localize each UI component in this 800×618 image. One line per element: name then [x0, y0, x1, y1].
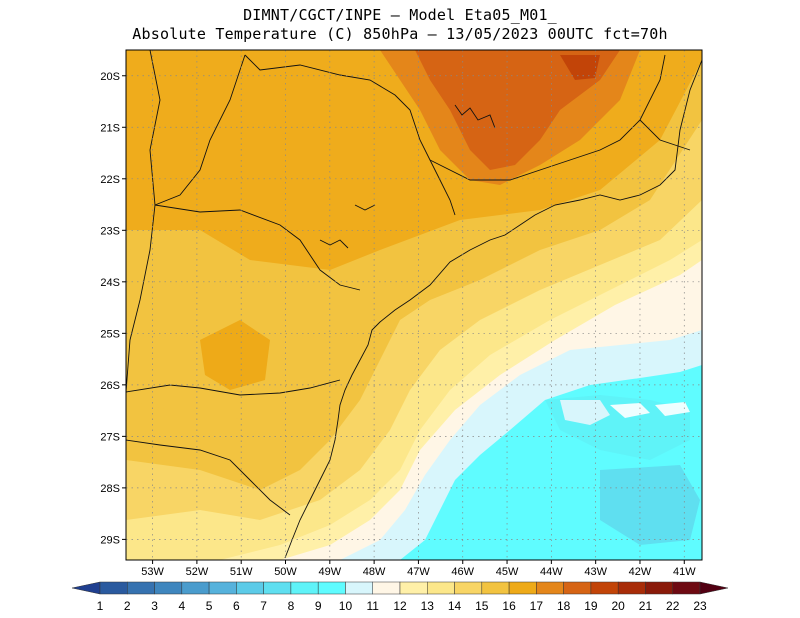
colorbar-label: 7: [260, 599, 267, 613]
lat-tick-label: 22S: [100, 174, 120, 186]
colorbar-label: 9: [315, 599, 322, 613]
colorbar-segment: [481, 581, 510, 595]
colorbar-segment: [372, 581, 401, 595]
lon-tick-label: 49W: [319, 566, 342, 578]
colorbar-label: 19: [584, 599, 598, 613]
colorbar-label: 23: [693, 599, 707, 613]
colorbar-label: 15: [475, 599, 489, 613]
colorbar-label: 5: [206, 599, 213, 613]
colorbar-segment: [617, 581, 646, 595]
lon-tick-label: 46W: [451, 566, 474, 578]
colorbar-segment: [563, 581, 592, 595]
lon-tick-label: 47W: [407, 566, 430, 578]
colorbar-segment: [536, 581, 564, 595]
lon-tick-label: 43W: [584, 566, 607, 578]
colorbar-label: 20: [612, 599, 626, 613]
lat-tick-label: 29S: [100, 534, 120, 546]
lat-tick-label: 28S: [100, 483, 120, 495]
colorbar-label: 11: [366, 599, 379, 613]
lat-lon-grid: [126, 50, 702, 560]
colorbar-label: 13: [421, 599, 435, 613]
lat-tick-label: 24S: [100, 277, 120, 289]
colorbar-label: 21: [639, 599, 653, 613]
lon-tick-label: 45W: [496, 566, 519, 578]
colorbar-segment: [590, 581, 619, 595]
colorbar-label: 16: [502, 599, 516, 613]
colorbar-segment: [508, 581, 537, 595]
colorbar-label: 10: [339, 599, 353, 613]
colorbar-segment: [672, 581, 701, 595]
lon-tick-label: 44W: [540, 566, 563, 578]
colorbar-label: 12: [393, 599, 407, 613]
colorbar-label: 14: [448, 599, 462, 613]
lon-tick-label: 48W: [363, 566, 386, 578]
colorbar-segment: [263, 581, 292, 595]
title-line-2: Absolute Temperature (C) 850hPa – 13/05/…: [132, 25, 668, 43]
lon-tick-label: 50W: [274, 566, 297, 578]
lat-tick-label: 21S: [100, 122, 120, 134]
lat-tick-label: 25S: [100, 328, 120, 340]
colorbar-segment: [290, 581, 319, 595]
colorbar-segment: [236, 581, 264, 595]
colorbar-label: 2: [124, 599, 131, 613]
colorbar-segment: [99, 581, 128, 595]
colorbar-label: 3: [151, 599, 158, 613]
colorbar-segment: [645, 581, 673, 595]
colorbar-label: 4: [178, 599, 185, 613]
lat-tick-label: 27S: [100, 431, 120, 443]
latitude-labels: 20S 21S 22S 23S 24S 25S 26S 27S 28S 29S: [100, 71, 126, 546]
colorbar-under-triangle: [71, 581, 101, 595]
colorbar-segment: [181, 581, 210, 595]
colorbar-segment: [427, 581, 455, 595]
colorbar-segment: [127, 581, 155, 595]
colorbar-segment: [208, 581, 237, 595]
colorbar-segment: [454, 581, 483, 595]
longitude-labels: 53W 52W 51W 50W 49W 48W 47W 46W 45W 44W 43W 42W 41W: [141, 560, 696, 578]
title-line-1: DIMNT/CGCT/INPE – Model Eta05_M01_: [243, 6, 557, 24]
colorbar-label: 22: [666, 599, 680, 613]
lat-tick-label: 20S: [100, 71, 120, 83]
colorbar-label: 8: [288, 599, 295, 613]
lon-tick-label: 53W: [141, 566, 164, 578]
map-frame: [125, 49, 703, 561]
colorbar-segment: [317, 581, 346, 595]
colorbar: 1 2 3 4 5 6 7 8 9 10 11 12 13 14 15 16 17 18 19 20 21 22 23: [71, 581, 729, 613]
colorbar-segment: [345, 581, 373, 595]
temperature-field: [126, 50, 702, 560]
colorbar-label: 18: [557, 599, 571, 613]
colorbar-label: 1: [97, 599, 104, 613]
colorbar-label: 17: [530, 599, 544, 613]
colorbar-segment: [154, 581, 183, 595]
lon-tick-label: 52W: [186, 566, 209, 578]
colorbar-segment: [399, 581, 428, 595]
lon-tick-label: 42W: [629, 566, 652, 578]
colorbar-label: 6: [233, 599, 240, 613]
lon-tick-label: 51W: [230, 566, 253, 578]
colorbar-over-triangle: [699, 581, 729, 595]
lat-tick-label: 26S: [100, 380, 120, 392]
lon-tick-label: 41W: [673, 566, 696, 578]
lat-tick-label: 23S: [100, 225, 120, 237]
